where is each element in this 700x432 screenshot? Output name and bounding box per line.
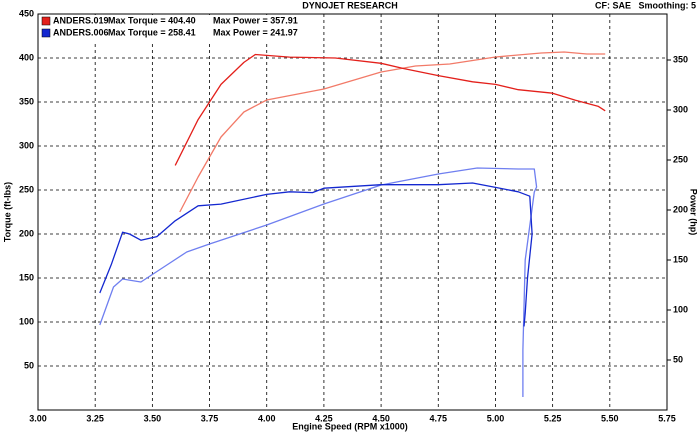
x-tick-label: 3.50 [144,413,162,423]
y-tick-label: 150 [19,272,34,282]
x-tick-label: 5.75 [658,413,676,423]
x-tick-label: 4.00 [258,413,276,423]
y2-tick-label: 100 [673,304,688,314]
x-tick-label: 5.00 [487,413,505,423]
x-tick-label: 3.75 [201,413,219,423]
x-tick-label: 4.50 [372,413,390,423]
chart-title: DYNOJET RESEARCH [302,0,398,10]
y-tick-label: 350 [19,96,34,106]
x-tick-label: 4.75 [430,413,448,423]
x-tick-label: 4.25 [315,413,333,423]
y2-tick-label: 350 [673,54,688,64]
y-tick-label: 250 [19,184,34,194]
settings-text: CF: SAE Smoothing: 5 [595,0,696,10]
y2-tick-label: 250 [673,154,688,164]
y-axis-title: Torque (ft-lbs) [2,182,12,242]
torque-line [174,53,606,166]
legend-box [39,15,301,41]
legend-name: ANDERS.006 [53,27,109,37]
y-tick-label: 200 [19,228,34,238]
torque-line [99,182,533,327]
x-tick-label: 5.50 [601,413,619,423]
x-tick-label: 3.00 [29,413,47,423]
legend-max-torque: Max Torque = 258.41 [108,27,196,37]
x-axis-title: Engine Speed (RPM x1000) [292,421,408,431]
legend-swatch [41,28,51,38]
legend-max-torque: Max Torque = 404.40 [108,15,196,25]
y2-axis-title: Power (hp) [689,189,699,236]
legend-max-power: Max Power = 357.91 [213,15,298,25]
plot-frame [37,13,668,411]
y-tick-label: 300 [19,140,34,150]
y-tick-label: 450 [19,8,34,18]
power-line [179,51,606,213]
legend-name: ANDERS.019 [53,15,109,25]
legend-max-power: Max Power = 241.97 [213,27,298,37]
x-tick-label: 5.25 [544,413,562,423]
y-tick-label: 100 [19,316,34,326]
y-tick-label: 400 [19,52,34,62]
y2-tick-label: 300 [673,104,688,114]
y-tick-label: 50 [24,360,34,370]
y2-tick-label: 150 [673,254,688,264]
y2-tick-label: 200 [673,204,688,214]
legend-swatch [41,16,51,26]
y2-tick-label: 50 [673,354,683,364]
x-tick-label: 3.25 [86,413,104,423]
